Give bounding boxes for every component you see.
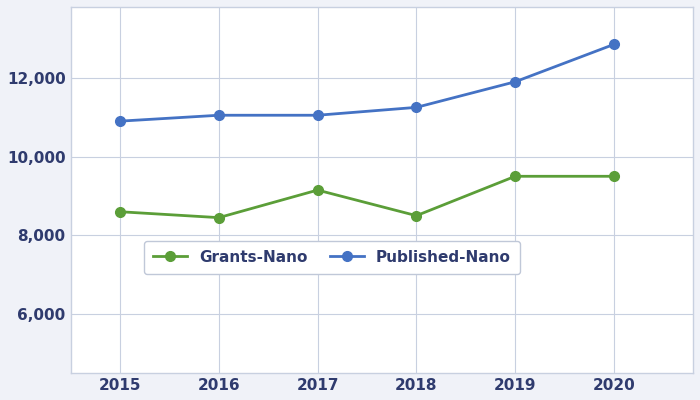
Grants-Nano	[314, 188, 322, 192]
Published-Nano	[215, 113, 223, 118]
Line: Grants-Nano: Grants-Nano	[115, 172, 619, 222]
Legend: Grants-Nano, Published-Nano: Grants-Nano, Published-Nano	[144, 241, 520, 274]
Published-Nano	[314, 113, 322, 118]
Grants-Nano	[116, 209, 124, 214]
Published-Nano	[610, 42, 618, 47]
Published-Nano	[511, 79, 519, 84]
Grants-Nano	[610, 174, 618, 179]
Line: Published-Nano: Published-Nano	[115, 40, 619, 126]
Grants-Nano	[412, 213, 421, 218]
Published-Nano	[116, 119, 124, 124]
Published-Nano	[412, 105, 421, 110]
Grants-Nano	[215, 215, 223, 220]
Grants-Nano	[511, 174, 519, 179]
